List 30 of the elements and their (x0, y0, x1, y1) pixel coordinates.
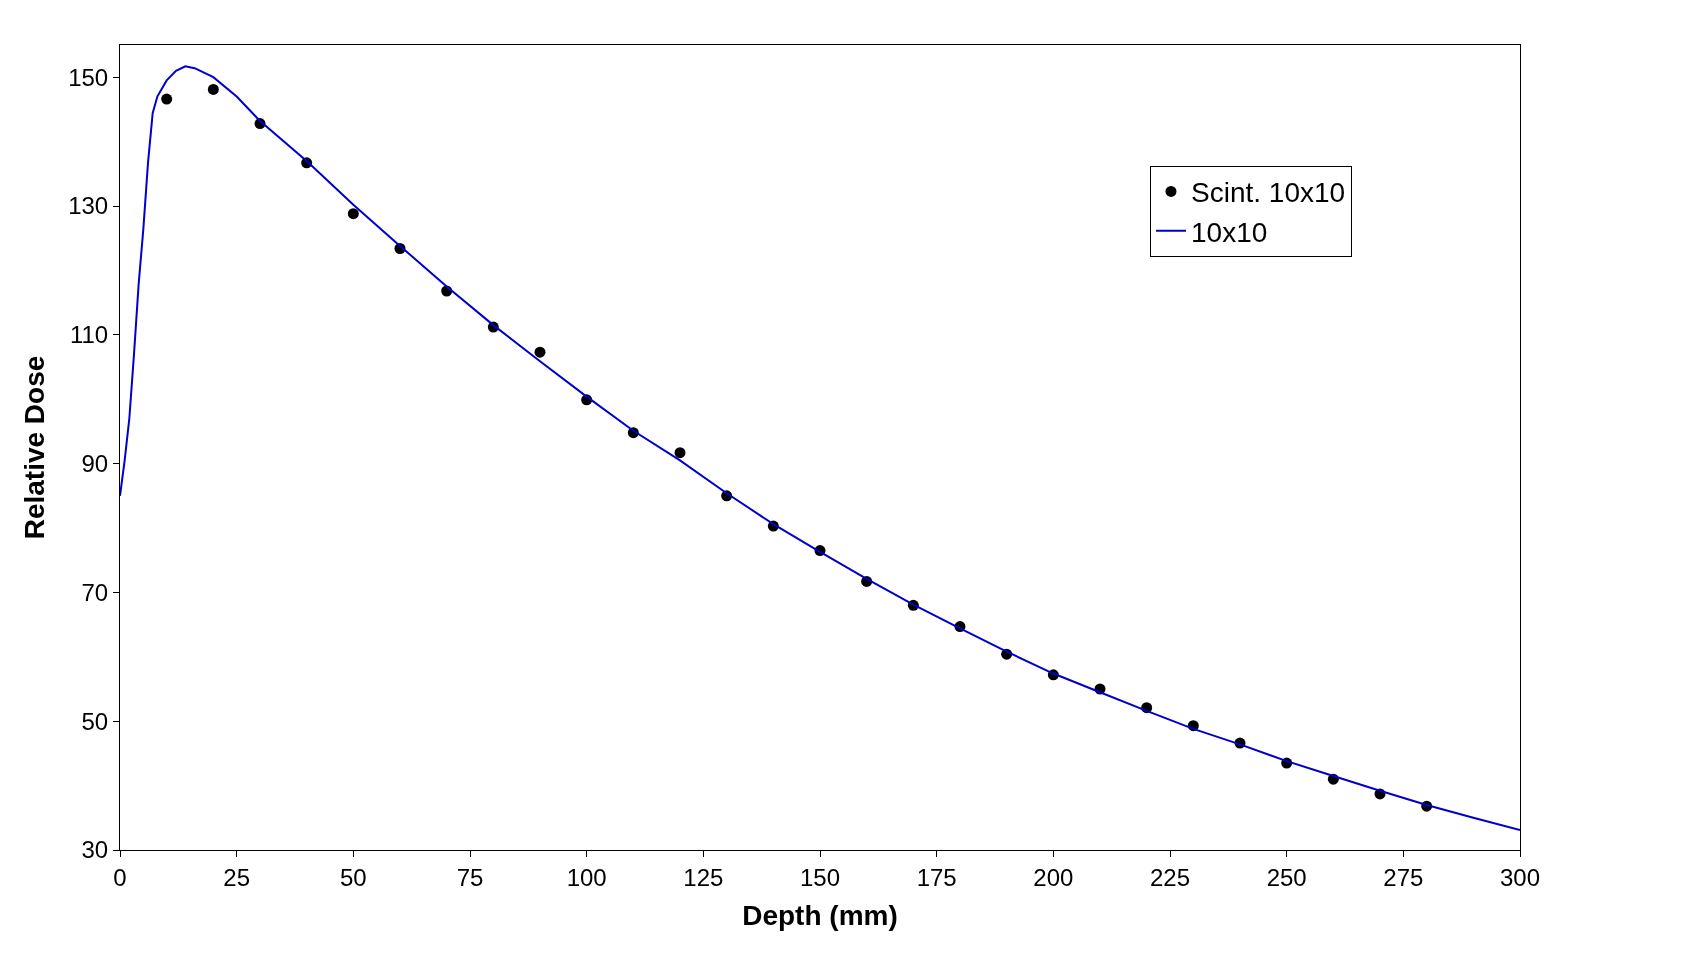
y-tick-label: 50 (81, 707, 109, 735)
x-tick-label: 150 (799, 863, 841, 891)
legend-label: 10x10 (1191, 216, 1268, 248)
y-tick-label: 150 (68, 63, 109, 91)
point (674, 447, 686, 459)
y-tick-label: 70 (81, 578, 109, 606)
y-tick-label: 90 (81, 450, 109, 477)
x-tick-label: 75 (456, 863, 484, 891)
y-tick-label: 30 (81, 836, 109, 864)
x-tick-label: 175 (916, 863, 957, 891)
legend-label: Scint. 10x10 (1191, 177, 1346, 209)
x-tick-label: 0 (113, 863, 127, 891)
x-axis-title: Depth (mm) (742, 899, 898, 931)
x-tick-label: 100 (566, 863, 607, 891)
x-tick-label: 275 (1383, 863, 1424, 891)
line-series (120, 65, 1520, 832)
point (347, 208, 359, 220)
y-tick-label: 110 (69, 321, 109, 349)
x-tick-label: 300 (1499, 863, 1541, 891)
x-tick-label: 125 (683, 863, 724, 891)
y-axis-title: Relative Dose (18, 355, 50, 540)
x-tick-label: 250 (1266, 863, 1307, 891)
x-tick-label: 50 (339, 863, 367, 891)
point (161, 93, 173, 105)
point (207, 83, 219, 95)
x-tick-label: 25 (223, 863, 251, 891)
point (534, 346, 546, 358)
x-tick-label: 200 (1033, 863, 1074, 891)
y-tick-label: 130 (68, 192, 109, 220)
x-tick-label: 225 (1149, 863, 1191, 891)
